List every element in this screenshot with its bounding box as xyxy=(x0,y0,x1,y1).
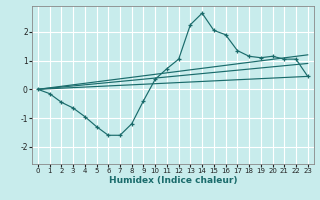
X-axis label: Humidex (Indice chaleur): Humidex (Indice chaleur) xyxy=(108,176,237,185)
